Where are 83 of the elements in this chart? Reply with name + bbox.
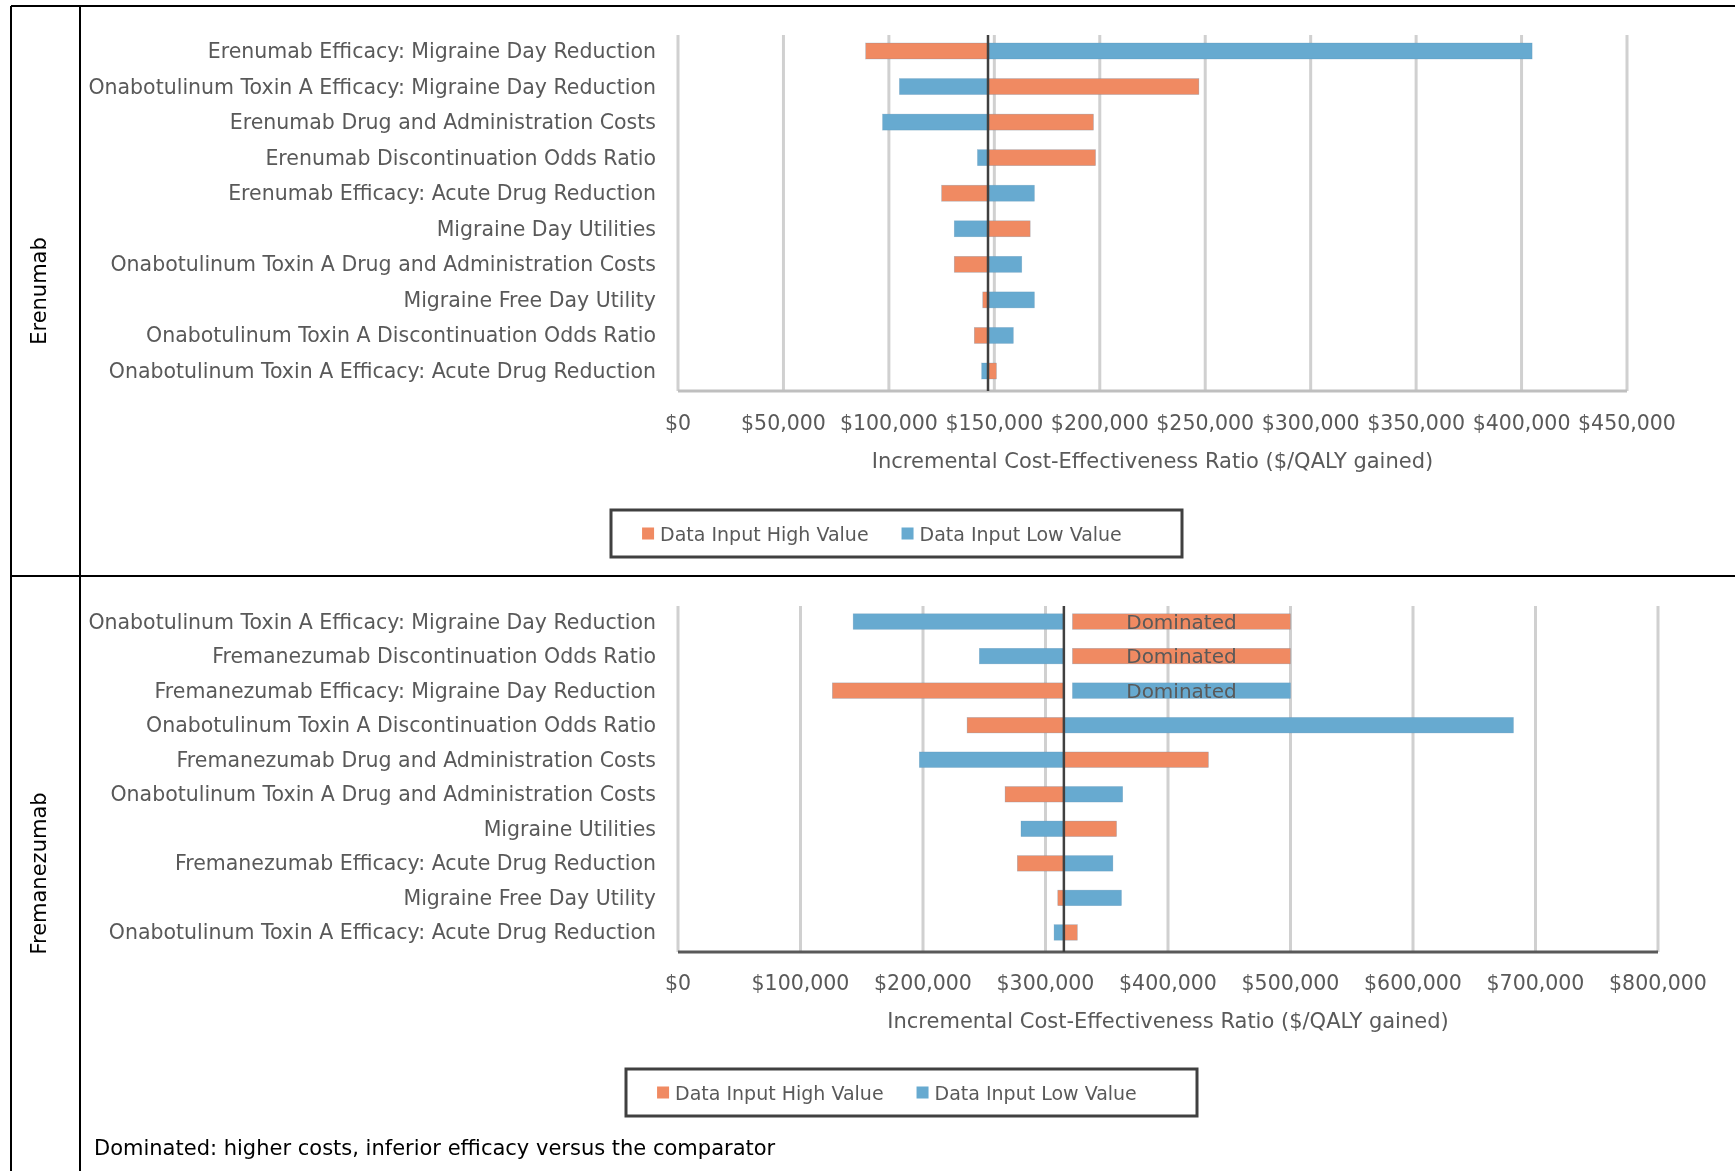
x-tick-label: $100,000 <box>751 971 850 995</box>
bar <box>953 220 989 238</box>
x-tick-label: $300,000 <box>1261 411 1360 435</box>
y-axis-title: Fremanezumab <box>27 792 51 955</box>
y-tick-label: Fremanezumab Discontinuation Odds Ratio <box>212 644 656 669</box>
y-tick-label: Onabotulinum Toxin A Efficacy: Acute Drug Reduction <box>108 359 656 383</box>
bar <box>1063 751 1209 768</box>
legend-label: Data Input Low Value <box>919 522 1122 545</box>
y-tick-label: Onabotulinum Toxin A Discontinuation Odds Ratio <box>146 323 656 348</box>
x-tick-label: $100,000 <box>839 411 938 435</box>
x-tick-label: $450,000 <box>1578 411 1676 435</box>
bar <box>987 220 1031 238</box>
x-tick-label: $50,000 <box>741 411 826 435</box>
y-tick-label: Migraine Free Day Utility <box>403 287 656 312</box>
bar <box>987 184 1035 202</box>
data-label: Dominated <box>1126 609 1237 634</box>
x-tick-label: $600,000 <box>1364 971 1462 995</box>
x-tick-label: $200,000 <box>874 971 972 995</box>
bar <box>974 327 989 344</box>
data-label: Dominated <box>1126 678 1237 703</box>
legend-label: Data Input High Value <box>660 522 869 545</box>
y-tick-label: Onabotulinum Toxin A Efficacy: Migraine Day Reduction <box>88 609 656 634</box>
y-tick-label: Erenumab Efficacy: Acute Drug Reduction <box>228 181 656 206</box>
x-tick-label: $500,000 <box>1241 971 1340 995</box>
x-tick-label: $400,000 <box>1119 971 1217 995</box>
y-tick-label: Erenumab Discontinuation Odds Ratio <box>265 145 656 170</box>
y-tick-label: Migraine Free Day Utility <box>403 885 656 910</box>
legend-label: Data Input Low Value <box>934 1081 1137 1104</box>
bar <box>941 184 989 202</box>
y-axis-title: Erenumab <box>27 237 51 345</box>
bar <box>987 78 1200 95</box>
x-tick-label: $700,000 <box>1486 971 1585 995</box>
bar <box>1020 820 1065 837</box>
x-axis-title: Incremental Cost-Effectiveness Ratio ($/QALY gained) <box>871 449 1434 473</box>
bar <box>966 717 1065 734</box>
bar <box>953 256 989 273</box>
y-tick-label: Erenumab Drug and Administration Costs <box>229 110 656 135</box>
data-label: Dominated <box>1126 644 1237 669</box>
x-tick-label: $200,000 <box>1050 411 1149 435</box>
bar <box>1063 924 1078 941</box>
bar <box>1063 889 1122 906</box>
bar <box>979 648 1065 665</box>
bar <box>852 613 1065 630</box>
x-axis-title: Incremental Cost-Effectiveness Ratio ($/QALY gained) <box>887 1009 1449 1033</box>
x-tick-label: $0 <box>664 971 692 995</box>
bar <box>832 682 1065 699</box>
bar <box>987 113 1094 131</box>
text: Dominated: higher costs, inferior efficacy versus the comparator <box>94 1136 776 1160</box>
y-tick-label: Migraine Utilities <box>483 816 656 841</box>
bar <box>1063 855 1114 872</box>
bar <box>1063 786 1123 803</box>
bar <box>1004 786 1065 803</box>
bar <box>987 256 1023 273</box>
bar <box>1063 820 1117 837</box>
y-tick-label: Onabotulinum Toxin A Drug and Administration Costs <box>110 252 656 277</box>
x-tick-label: $400,000 <box>1472 411 1571 435</box>
bar <box>987 149 1096 166</box>
legend-label: Data Input High Value <box>675 1081 884 1104</box>
x-tick-label: $0 <box>664 411 692 435</box>
bar <box>919 751 1065 768</box>
bar <box>865 42 989 60</box>
y-tick-label: Onabotulinum Toxin A Efficacy: Migraine Day Reduction <box>88 74 656 99</box>
y-tick-label: Fremanezumab Drug and Administration Costs <box>176 747 656 772</box>
y-tick-label: Onabotulinum Toxin A Drug and Administration Costs <box>110 782 656 807</box>
x-tick-label: $300,000 <box>996 971 1095 995</box>
y-tick-label: Erenumab Efficacy: Migraine Day Reduction <box>207 39 656 63</box>
y-tick-label: Fremanezumab Efficacy: Migraine Day Reduction <box>154 678 656 703</box>
bar <box>977 149 989 166</box>
x-tick-label: $250,000 <box>1156 411 1255 435</box>
bar <box>987 42 1533 60</box>
y-tick-label: Fremanezumab Efficacy: Acute Drug Reduction <box>174 851 656 876</box>
bar <box>987 291 1035 309</box>
bar <box>987 327 1014 344</box>
bar <box>899 78 989 95</box>
bar <box>1017 855 1065 872</box>
bar <box>882 113 989 131</box>
x-tick-label: $350,000 <box>1367 411 1466 435</box>
x-tick-label: $800,000 <box>1609 971 1707 995</box>
bar <box>1063 717 1514 734</box>
y-tick-label: Onabotulinum Toxin A Efficacy: Acute Drug Reduction <box>108 920 656 945</box>
x-tick-label: $150,000 <box>945 411 1044 435</box>
y-tick-label: Onabotulinum Toxin A Discontinuation Odds Ratio <box>146 713 656 738</box>
y-tick-label: Migraine Day Utilities <box>436 216 656 241</box>
